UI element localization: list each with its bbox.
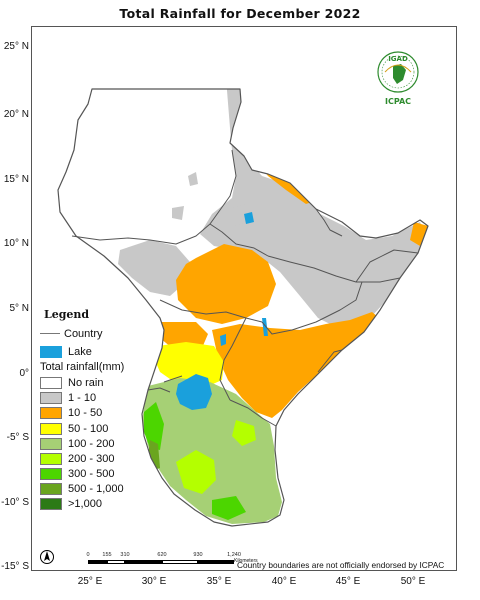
legend-class-row: 500 - 1,000 bbox=[40, 482, 180, 497]
legend-rainfall-heading: Total rainfall(mm) bbox=[40, 361, 125, 374]
country-borders bbox=[71, 149, 419, 427]
legend-class-swatch bbox=[40, 392, 62, 405]
scale-tick-0: 0 bbox=[86, 552, 90, 558]
legend-country-row: Country bbox=[40, 326, 180, 341]
legend-class-row: >1,000 bbox=[40, 497, 180, 512]
legend-class-swatch bbox=[40, 422, 62, 435]
country-line-swatch bbox=[40, 333, 60, 335]
legend-title: Legend bbox=[44, 308, 90, 321]
lake-victoria bbox=[176, 374, 212, 410]
lake-tana bbox=[244, 212, 254, 224]
scale-unit: Kilometers bbox=[234, 558, 258, 564]
zone-1-10-north bbox=[200, 89, 426, 332]
scale-tick-155: 155 bbox=[102, 552, 112, 558]
legend-class-label: 1 - 10 bbox=[68, 392, 97, 405]
scale-tick-310: 310 bbox=[120, 552, 130, 558]
lake-turkana bbox=[262, 318, 268, 336]
legend-class-swatch bbox=[40, 498, 62, 511]
region-outline bbox=[57, 88, 429, 527]
scale-seg-4 bbox=[162, 560, 198, 564]
legend-class-row: 100 - 200 bbox=[40, 436, 180, 451]
legend-class-label: 100 - 200 bbox=[68, 437, 115, 450]
lat-label-25n: 25° N bbox=[3, 41, 29, 52]
icpac-logo: IGAD ICPAC bbox=[377, 51, 419, 106]
legend-class-row: 50 - 100 bbox=[40, 421, 180, 436]
scale-seg-3 bbox=[125, 560, 162, 564]
legend-lake-label: Lake bbox=[68, 345, 92, 358]
zone-50-100 bbox=[154, 342, 224, 388]
lat-label-20n: 20° N bbox=[3, 109, 29, 120]
legend-class-label: 50 - 100 bbox=[68, 422, 109, 435]
lake-swatch bbox=[40, 345, 62, 358]
zone-10-50-south-sudan bbox=[176, 244, 276, 324]
lon-label-25e: 25° E bbox=[77, 576, 103, 587]
scale-tick-930: 930 bbox=[193, 552, 203, 558]
lat-label-15s: -15° S bbox=[1, 561, 29, 572]
lat-label-10s: -10° S bbox=[1, 497, 29, 508]
legend-class-swatch bbox=[40, 376, 62, 389]
legend-class-row: 300 - 500 bbox=[40, 467, 180, 482]
scale-seg-1 bbox=[88, 560, 107, 564]
zone-10-50-horn bbox=[212, 312, 384, 418]
logo-top-text: IGAD bbox=[388, 55, 408, 63]
logo-bottom-text: ICPAC bbox=[385, 97, 411, 106]
legend-country-label: Country bbox=[64, 327, 103, 340]
zone-100-200 bbox=[142, 378, 282, 524]
legend-classes: No rain 1 - 10 10 - 50 50 - 100 100 - 200 200… bbox=[40, 375, 180, 512]
legend-class-label: 500 - 1,000 bbox=[68, 483, 124, 496]
legend-class-swatch bbox=[40, 468, 62, 481]
legend-class-swatch bbox=[40, 483, 62, 496]
zone-200-300 bbox=[176, 420, 256, 494]
lat-label-5n: 5° N bbox=[9, 303, 29, 314]
legend-class-swatch bbox=[40, 452, 62, 465]
map-title: Total Rainfall for December 2022 bbox=[119, 6, 361, 21]
legend-class-label: 300 - 500 bbox=[68, 468, 115, 481]
legend-class-label: 200 - 300 bbox=[68, 452, 115, 465]
lon-label-30e: 30° E bbox=[141, 576, 167, 587]
lon-label-40e: 40° E bbox=[271, 576, 297, 587]
legend-class-swatch bbox=[40, 437, 62, 450]
lat-label-5s: -5° S bbox=[6, 432, 29, 443]
legend-class-row: 200 - 300 bbox=[40, 451, 180, 466]
scale-tick-620: 620 bbox=[157, 552, 167, 558]
zone-1-10-speckle bbox=[172, 172, 248, 226]
lon-label-45e: 45° E bbox=[335, 576, 361, 587]
lake-albert bbox=[220, 334, 226, 346]
legend-class-row: 10 - 50 bbox=[40, 406, 180, 421]
lon-label-50e: 50° E bbox=[400, 576, 426, 587]
disclaimer: Country boundaries are not officially en… bbox=[237, 560, 445, 570]
legend-class-label: No rain bbox=[68, 376, 104, 389]
legend: Legend Country Lake Total rainfall(mm) N… bbox=[40, 308, 180, 512]
scale-seg-2 bbox=[107, 560, 125, 564]
legend-class-row: 1 - 10 bbox=[40, 391, 180, 406]
lon-label-35e: 35° E bbox=[206, 576, 232, 587]
legend-class-swatch bbox=[40, 407, 62, 420]
legend-lake-row: Lake bbox=[40, 344, 180, 359]
scale-tick-1240: 1,240 bbox=[227, 552, 241, 558]
legend-class-label: >1,000 bbox=[68, 498, 102, 511]
lat-label-0: 0° bbox=[19, 368, 29, 379]
zone-1-10-west bbox=[118, 240, 190, 296]
zone-10-50-west-strip bbox=[160, 322, 208, 348]
zone-300-500 bbox=[144, 402, 246, 520]
north-arrow-icon bbox=[40, 550, 54, 564]
lat-label-10n: 10° N bbox=[3, 238, 29, 249]
lat-label-15n: 15° N bbox=[3, 174, 29, 185]
legend-class-row: No rain bbox=[40, 375, 180, 390]
scale-seg-5 bbox=[198, 560, 234, 564]
legend-class-label: 10 - 50 bbox=[68, 407, 103, 420]
